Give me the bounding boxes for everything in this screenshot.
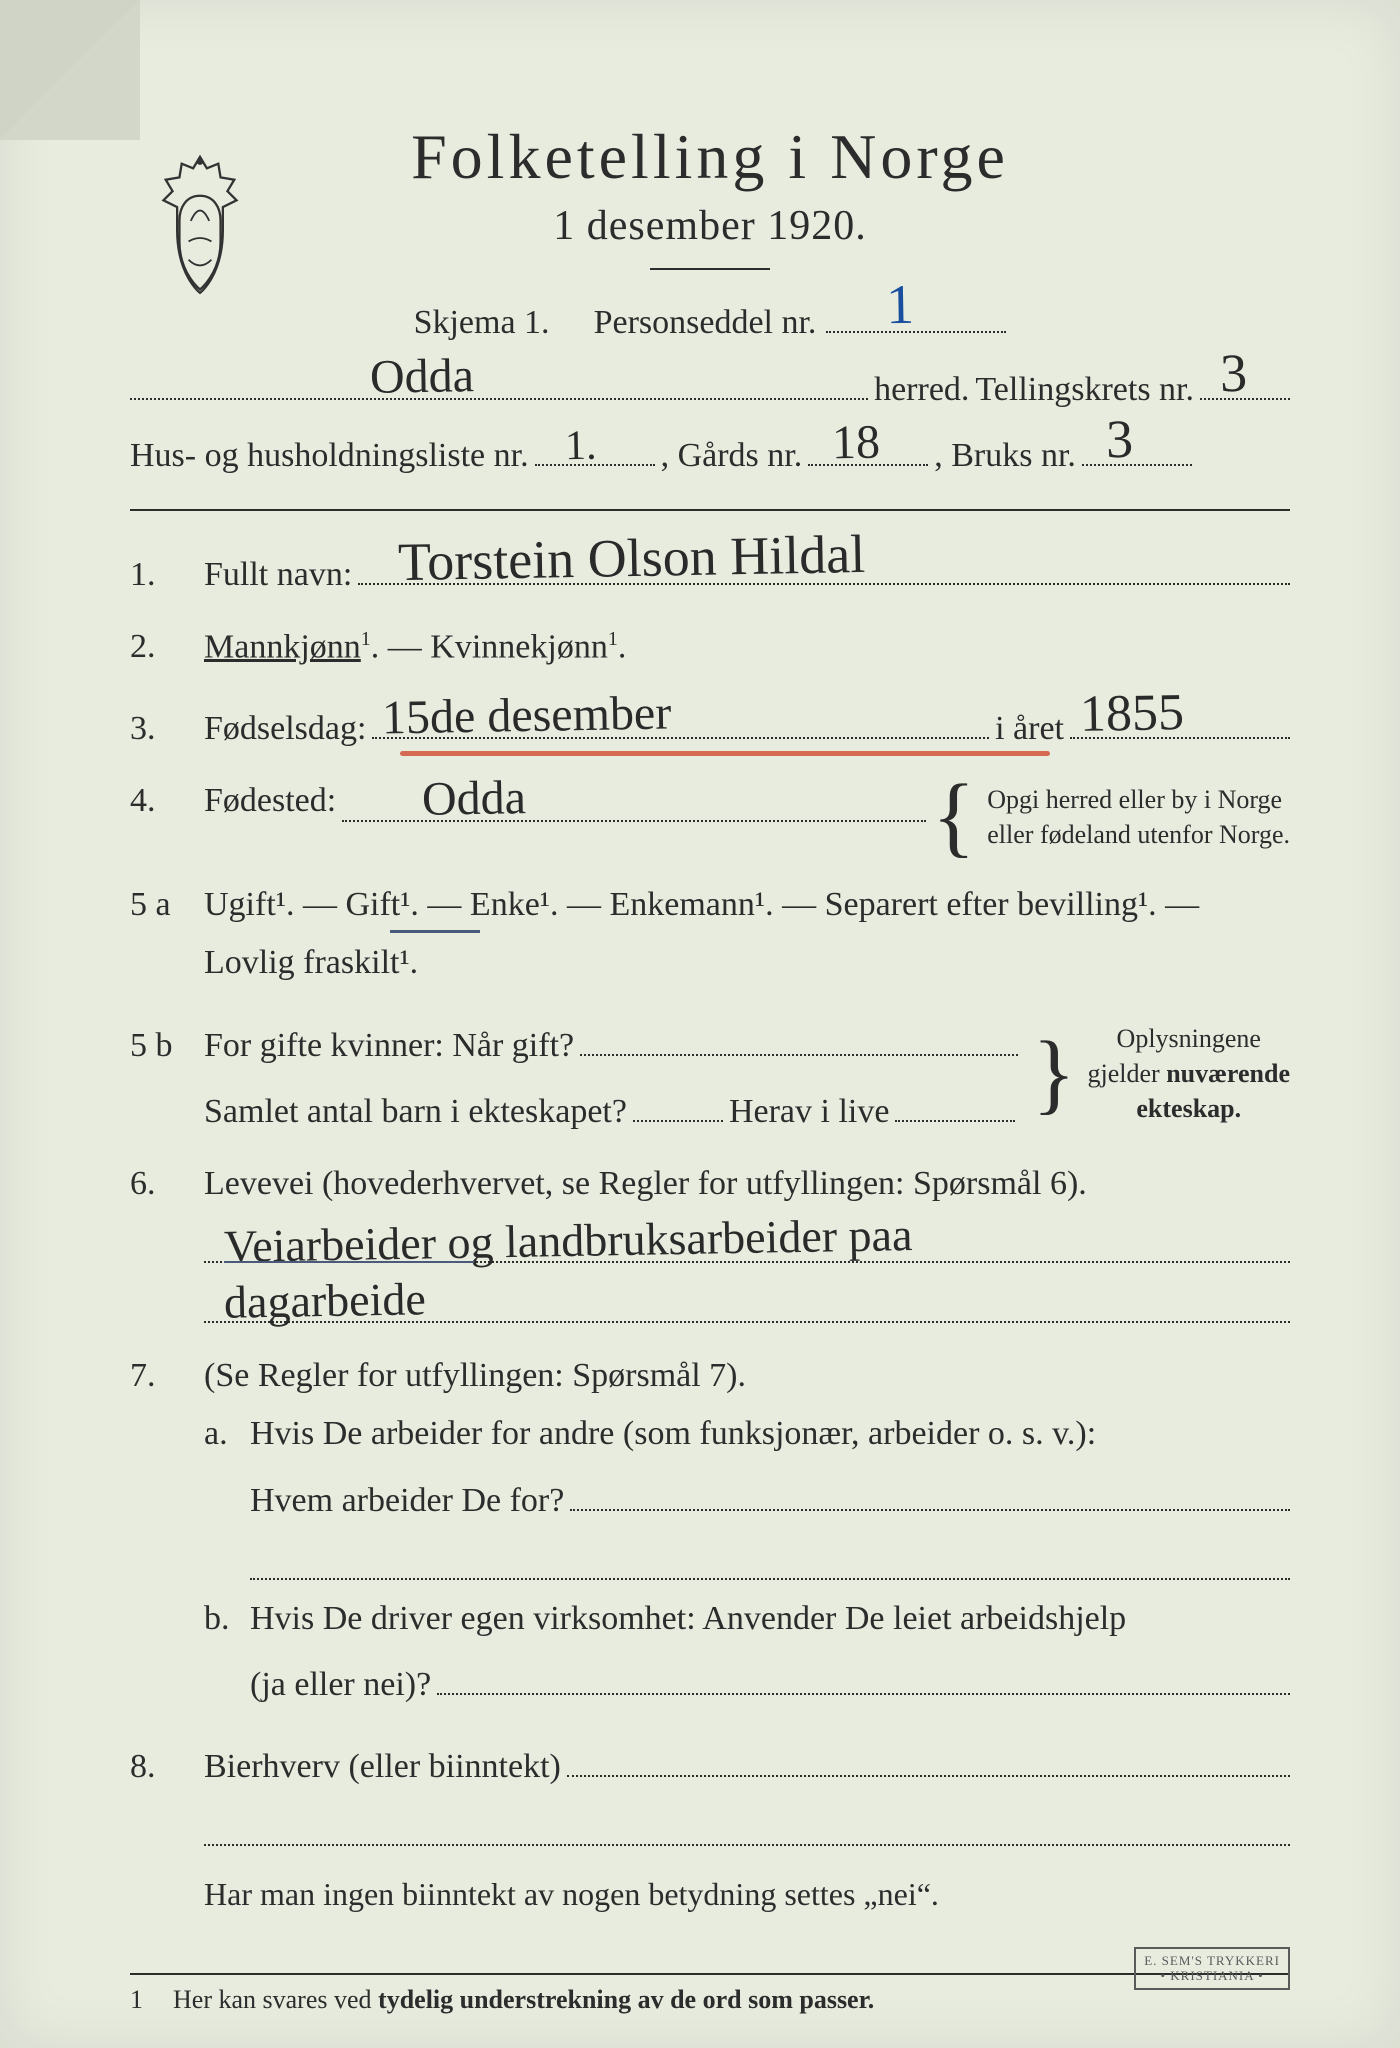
divider: [650, 268, 770, 270]
q3-num: 3.: [130, 710, 190, 748]
q2-num: 2.: [130, 628, 190, 666]
q6: 6. Levevei (hovederhvervet, se Regler fo…: [130, 1165, 1290, 1323]
q5b-l2b: Herav i live: [729, 1093, 890, 1131]
printer-stamp: E. SEM'S TRYKKERI • KRISTIANIA •: [1134, 1947, 1290, 1990]
husliste-nr: 1.: [564, 422, 596, 471]
schema-row: Skjema 1. Personseddel nr. 1: [130, 294, 1290, 342]
personseddel-label: Personseddel nr.: [594, 304, 817, 342]
page-fold-corner: [0, 0, 140, 140]
coat-of-arms-icon: [140, 150, 260, 310]
q3: 3. Fødselsdag: 15de desember i året 1855: [130, 700, 1290, 748]
gards-label: , Gårds nr.: [661, 437, 803, 475]
q7a-l2: Hvem arbeider De for?: [250, 1482, 564, 1520]
q2-kvinne: Kvinnekjønn: [430, 628, 608, 665]
q3-label: Fødselsdag:: [204, 710, 366, 748]
q7a-num: a.: [204, 1415, 244, 1453]
footnote: 1 Her kan svares ved tydelig understrekn…: [130, 1973, 1290, 2015]
schema-label: Skjema 1.: [414, 304, 550, 342]
form-subtitle: 1 desember 1920.: [130, 202, 1290, 250]
q7a-l1: Hvis De arbeider for andre (som funksjon…: [250, 1415, 1290, 1453]
husliste-label: Hus- og husholdningsliste nr.: [130, 437, 529, 475]
bruks-label: , Bruks nr.: [934, 437, 1076, 475]
q8-note: Har man ingen biinntekt av nogen betydni…: [204, 1876, 1290, 1913]
form-header: Folketelling i Norge 1 desember 1920. Sk…: [130, 120, 1290, 342]
q7b-num: b.: [204, 1600, 244, 1638]
q5a: 5 a Ugift¹. — Gift¹. — Enke¹. — Enkemann…: [130, 886, 1290, 982]
herred-value: Odda: [370, 348, 475, 405]
q6-label: Levevei (hovederhvervet, se Regler for u…: [204, 1165, 1290, 1203]
q5a-options2: Lovlig fraskilt¹.: [204, 944, 1290, 982]
q2: 2. Mannkjønn1. — Kvinnekjønn1.: [130, 628, 1290, 666]
q8: 8. Bierhverv (eller biinntekt): [130, 1738, 1290, 1786]
q4-value: Odda: [422, 770, 527, 827]
q3-mid: i året: [995, 710, 1064, 748]
q6-value-l2: dagarbeide: [224, 1272, 427, 1329]
q4-label: Fødested:: [204, 782, 336, 820]
q6-value-l1: Veiarbeider og landbruksarbeider paa: [224, 1208, 913, 1273]
q4-sidenote: { Opgi herred eller by i Norge eller fød…: [932, 782, 1290, 852]
brace-icon: }: [1032, 1047, 1075, 1101]
brace-icon: {: [932, 790, 975, 844]
red-underline: [400, 751, 1050, 756]
herred-row: Odda herred. Tellingskrets nr. 3: [130, 360, 1290, 408]
q5b: 5 b For gifte kvinner: Når gift? Samlet …: [130, 1016, 1290, 1131]
q5b-l2a: Samlet antal barn i ekteskapet?: [204, 1093, 627, 1131]
q8-label: Bierhverv (eller biinntekt): [204, 1748, 561, 1786]
q3-day: 15de desember: [382, 686, 672, 746]
footnote-num: 1: [130, 1985, 143, 2015]
q3-year: 1855: [1079, 683, 1184, 744]
q4-num: 4.: [130, 782, 190, 820]
q7b-l2: (ja eller nei)?: [250, 1666, 431, 1704]
herred-label: herred.: [874, 371, 969, 409]
q1: 1. Fullt navn: Torstein Olson Hildal: [130, 545, 1290, 593]
q5b-l1: For gifte kvinner: Når gift?: [204, 1027, 574, 1065]
q5b-num: 5 b: [130, 1027, 190, 1065]
q7-label: (Se Regler for utfyllingen: Spørsmål 7).: [204, 1357, 1290, 1395]
bruks-nr: 3: [1105, 408, 1133, 470]
tellingskrets-label: Tellingskrets nr.: [975, 371, 1194, 409]
q5a-options: Ugift¹. — Gift¹. — Enke¹. — Enkemann¹. —…: [204, 886, 1290, 924]
q7-num: 7.: [130, 1357, 190, 1395]
personseddel-nr: 1: [886, 273, 915, 337]
gards-nr: 18: [832, 415, 881, 471]
q1-label: Fullt navn:: [204, 556, 352, 594]
form-title: Folketelling i Norge: [130, 120, 1290, 194]
q4: 4. Fødested: Odda { Opgi herred eller by…: [130, 782, 1290, 852]
q1-value: Torstein Olson Hildal: [398, 522, 866, 592]
q8-num: 8.: [130, 1748, 190, 1786]
q7b-l1: Hvis De driver egen virksomhet: Anvender…: [250, 1600, 1290, 1638]
q5a-num: 5 a: [130, 886, 190, 924]
section-divider: [130, 509, 1290, 511]
census-form-page: Folketelling i Norge 1 desember 1920. Sk…: [0, 0, 1400, 2048]
q6-underline: [224, 1261, 474, 1263]
q5b-sidenote: } Oplysningene gjelder nuværende ekteska…: [1032, 1021, 1290, 1126]
q7: 7. (Se Regler for utfyllingen: Spørsmål …: [130, 1357, 1290, 1704]
gift-underline: [390, 930, 480, 933]
tellingskrets-nr: 3: [1219, 342, 1247, 404]
q2-mann: Mannkjønn: [204, 628, 361, 665]
q6-num: 6.: [130, 1165, 190, 1203]
husliste-row: Hus- og husholdningsliste nr. 1. , Gårds…: [130, 427, 1290, 475]
q1-num: 1.: [130, 556, 190, 594]
